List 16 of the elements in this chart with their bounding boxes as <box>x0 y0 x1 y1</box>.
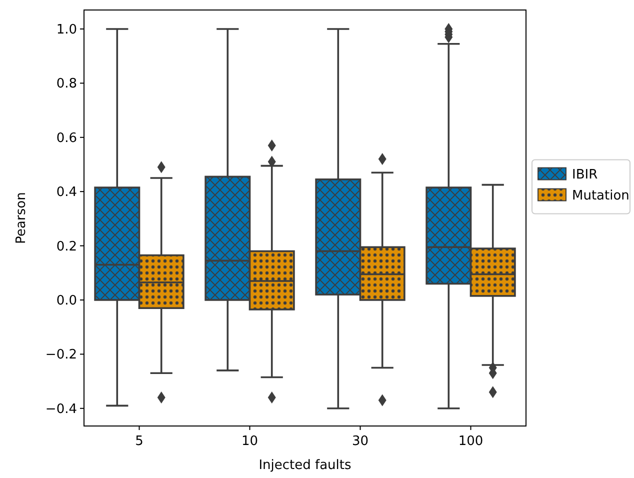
y-axis-title: Pearson <box>14 192 29 244</box>
legend-label: IBIR <box>572 167 598 182</box>
x-tick-label: 5 <box>135 434 144 449</box>
y-tick-label: 0.8 <box>56 76 77 92</box>
legend-label: Mutation <box>572 188 630 204</box>
x-tick-label: 100 <box>458 434 484 449</box>
y-tick-label: 0.6 <box>56 130 77 146</box>
y-tick-label: 1.0 <box>56 22 77 38</box>
y-tick-label: −0.4 <box>45 402 77 417</box>
x-tick-label: 10 <box>241 434 258 449</box>
y-tick-label: 0.0 <box>56 294 77 309</box>
x-axis-title: Injected faults <box>258 458 352 473</box>
y-tick-label: 0.4 <box>56 185 77 200</box>
x-tick-label: 30 <box>352 434 369 449</box>
y-tick-label: 0.2 <box>56 239 77 254</box>
y-tick-label: −0.2 <box>45 348 77 363</box>
